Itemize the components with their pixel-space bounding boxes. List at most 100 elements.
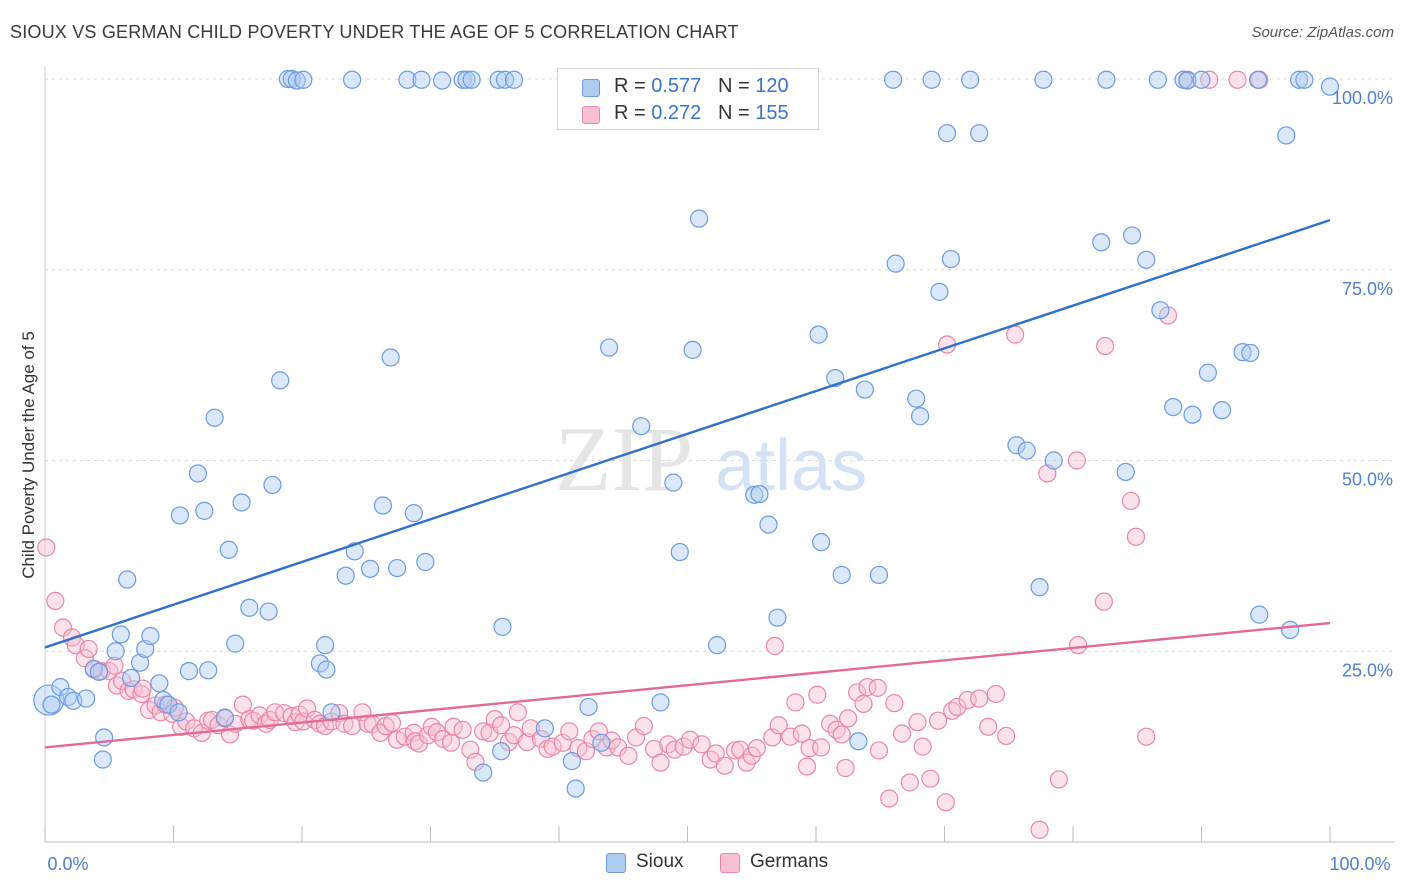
sioux-point [600, 338, 619, 357]
sioux-point [199, 661, 218, 680]
germans-point [543, 737, 562, 756]
sioux-point [1320, 77, 1340, 96]
sioux-point [1148, 70, 1167, 89]
germans-point [177, 712, 196, 731]
sioux-point [707, 636, 727, 655]
sioux-point [1034, 70, 1053, 89]
r-label: R = [614, 102, 652, 124]
sioux-point [1178, 71, 1197, 90]
sioux-point [1097, 70, 1116, 89]
sioux-point [683, 340, 702, 359]
sioux-point [1183, 405, 1202, 424]
sioux-point [759, 515, 778, 534]
germans-point [958, 690, 977, 710]
germans-point [422, 717, 441, 736]
sioux-point [106, 642, 125, 661]
germans-point [1200, 70, 1219, 89]
sioux-point [188, 464, 208, 483]
sioux-point [93, 750, 112, 769]
sioux-point [937, 124, 957, 143]
germans-point [869, 741, 889, 760]
germans-point [970, 689, 989, 708]
sioux-point [493, 617, 512, 636]
sioux-swatch [606, 853, 626, 873]
germans-point [936, 793, 955, 812]
sioux-point [849, 732, 868, 751]
sioux-point [1137, 250, 1156, 269]
germans-point [900, 773, 919, 792]
sioux-point [1007, 436, 1026, 455]
sioux-point [592, 733, 611, 752]
sioux-point [205, 408, 224, 427]
germans-point [53, 618, 73, 637]
sioux-point [89, 662, 109, 681]
sioux-point [883, 70, 903, 89]
germans-point [651, 753, 670, 772]
sioux-point [278, 69, 297, 89]
n-label: N = [717, 75, 756, 97]
germans-point [517, 732, 536, 752]
sioux-point [489, 70, 508, 89]
sioux-point [504, 70, 524, 89]
sioux-point [263, 475, 282, 495]
sioux-point [42, 695, 61, 714]
sioux-point [670, 542, 689, 562]
sioux-point [1151, 301, 1170, 320]
germans-point [474, 722, 493, 741]
sioux-point [1116, 462, 1135, 482]
germans-point [1049, 770, 1068, 789]
y-tick-label: 50.0% [1342, 470, 1393, 490]
germans-point [812, 738, 831, 757]
sioux-point [287, 71, 306, 90]
watermark-zip: ZIP [555, 408, 693, 510]
x-tick-label: 0.0% [47, 854, 88, 874]
sioux-point [457, 70, 476, 89]
sioux-point [1030, 578, 1049, 597]
germans-point [839, 709, 858, 728]
germans-trend-line [44, 621, 1331, 749]
germans-point [880, 789, 899, 808]
sioux-point [1241, 343, 1260, 363]
sioux-point [750, 484, 769, 504]
sioux-point [832, 565, 851, 585]
germans-swatch [582, 106, 600, 124]
sioux-point [232, 493, 251, 512]
sioux-point [886, 254, 905, 273]
sioux-point [259, 602, 278, 621]
germans-point [769, 716, 788, 735]
germans-point [997, 726, 1016, 746]
y-tick-label: 75.0% [1342, 279, 1393, 299]
germans-point [589, 722, 608, 741]
sioux-point [1198, 363, 1218, 382]
germans-point [725, 741, 745, 760]
sioux-point [1092, 233, 1111, 252]
germans-point [858, 678, 877, 697]
sioux-point [271, 371, 290, 390]
series-legend: Sioux Germans [0, 851, 1406, 877]
sioux-point [1192, 70, 1211, 89]
sioux-point [664, 473, 683, 492]
germans-point [133, 679, 152, 698]
germans-point [747, 739, 766, 758]
germans-point [786, 693, 805, 712]
sioux-point [343, 70, 362, 89]
y-axis-label: Child Poverty Under the Age of 5 [19, 331, 38, 579]
germans-point [848, 683, 867, 702]
germans-point [1137, 727, 1156, 746]
sioux-point [651, 693, 670, 712]
germans-point [674, 737, 693, 756]
germans-point [797, 757, 817, 776]
germans-point [868, 678, 887, 697]
germans-point [836, 758, 855, 778]
germans-point [928, 711, 948, 730]
sioux-point [316, 636, 335, 655]
sioux-point [294, 70, 313, 89]
germans-point [1121, 491, 1140, 511]
germans-point [1030, 820, 1049, 839]
trend-lines [44, 219, 1331, 749]
germans-point [634, 716, 653, 736]
sioux-point [745, 485, 764, 504]
sioux-point [1248, 70, 1268, 89]
germans-point [1069, 636, 1088, 655]
n-value: 120 [755, 75, 789, 97]
